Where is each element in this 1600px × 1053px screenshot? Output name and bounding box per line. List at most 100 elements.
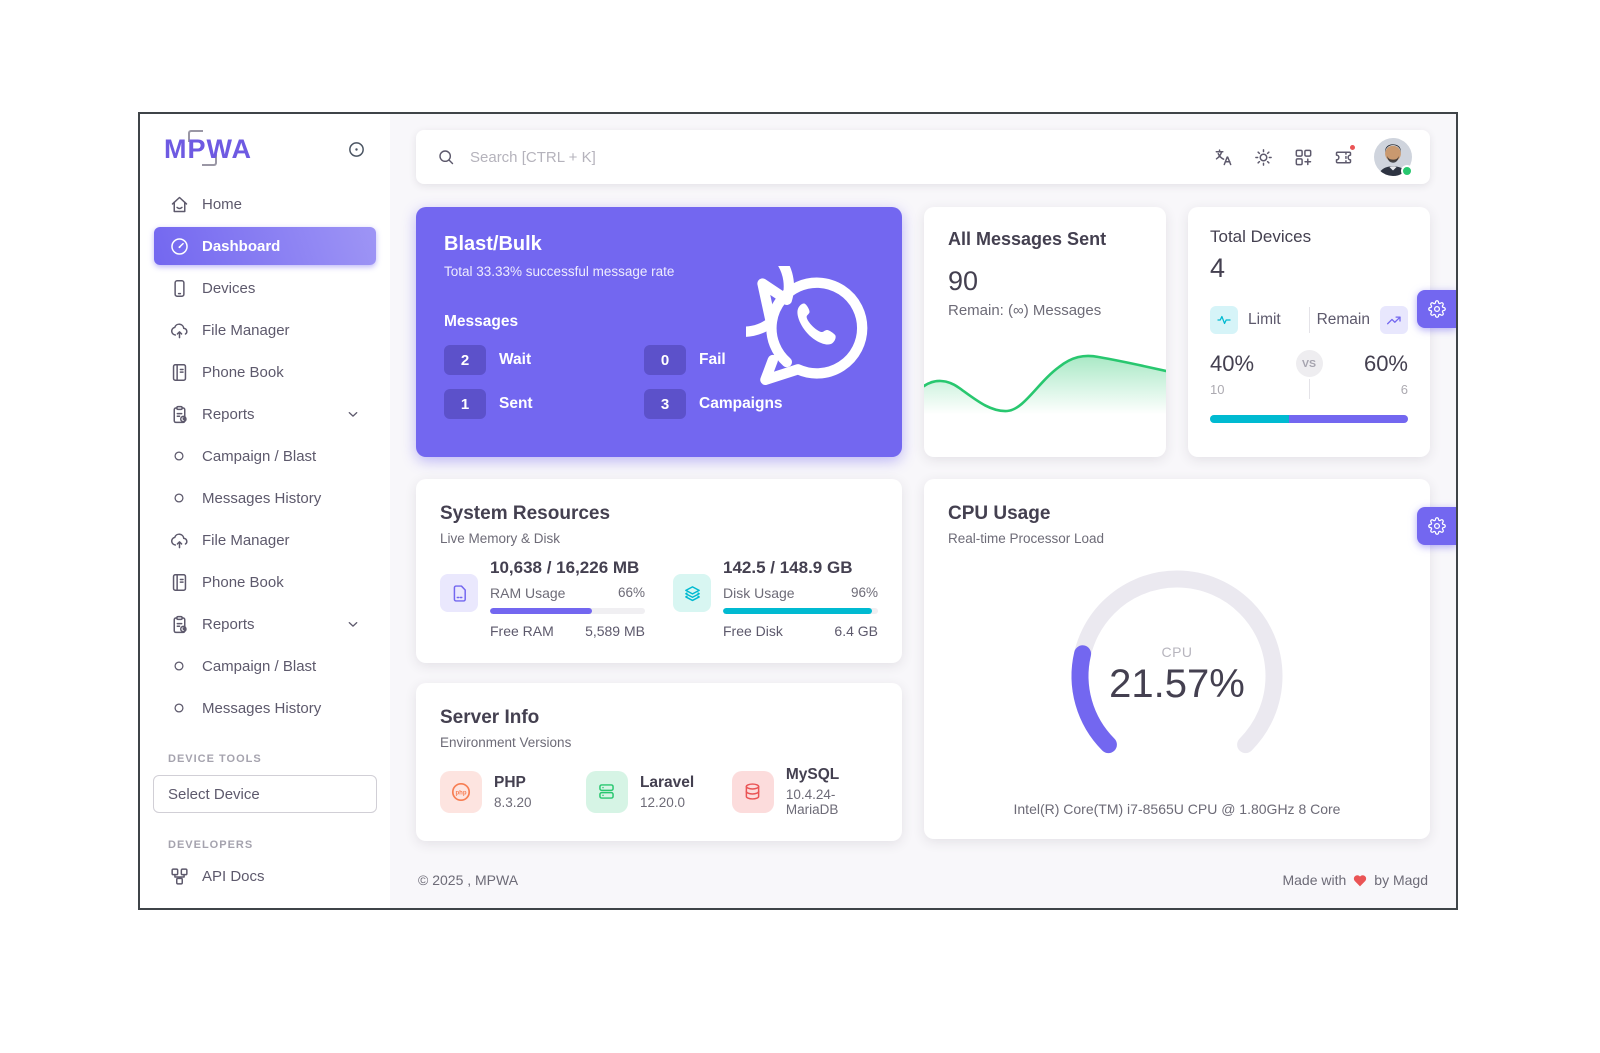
- credits: Made with by Magd: [1282, 872, 1428, 888]
- stat-campaigns-value: 3: [644, 389, 686, 419]
- cloud-upload-icon: [168, 319, 190, 341]
- stat-sent-value: 1: [444, 389, 486, 419]
- gear-icon: [1428, 517, 1446, 535]
- remain-percent: 60%: [1363, 350, 1408, 376]
- sidebar-item-file-manager[interactable]: File Manager: [154, 311, 376, 349]
- divider: [1308, 307, 1310, 333]
- radio-circle-icon: [168, 445, 190, 467]
- sidebar: MPWA Home Dashboard Devices File Manager: [140, 114, 390, 908]
- sidebar-pin-toggle[interactable]: [344, 138, 368, 162]
- blast-bulk-card: Blast/Bulk Total 33.33% successful messa…: [416, 207, 902, 457]
- activity-icon: [1210, 306, 1238, 334]
- shortcuts-grid-icon[interactable]: [1286, 140, 1320, 174]
- search-icon: [436, 147, 456, 167]
- select-device-input[interactable]: Select Device: [153, 775, 377, 813]
- blast-subtitle: Total 33.33% successful message rate: [444, 264, 675, 279]
- sidebar-item-file-manager-2[interactable]: File Manager: [154, 521, 376, 559]
- notification-dot: [1348, 143, 1357, 152]
- sidebar-item-reports-2[interactable]: Reports: [154, 605, 376, 643]
- total-devices-card: Total Devices 4 Limit Remain 40% VS: [1188, 207, 1430, 457]
- sidebar-item-messages-history-2[interactable]: Messages History: [154, 689, 376, 727]
- remain-cell: Remain: [1310, 306, 1408, 334]
- cpu-gauge: CPU 21.57%: [1052, 556, 1302, 796]
- disk-usage-percent: 96%: [850, 585, 878, 600]
- sidebar-item-reports[interactable]: Reports: [154, 395, 376, 433]
- php-icon: [440, 770, 482, 813]
- total-devices-title: Total Devices: [1210, 227, 1312, 246]
- blast-messages-label: Messages: [444, 313, 519, 330]
- notifications-ticket-icon[interactable]: [1326, 140, 1360, 174]
- sidebar-item-campaign-blast-2[interactable]: Campaign / Blast: [154, 647, 376, 685]
- stat-fail: 0 Fail: [644, 345, 864, 375]
- ram-total: 10,638 / 16,226 MB: [490, 558, 640, 577]
- sidebar-item-dashboard[interactable]: Dashboard: [154, 227, 376, 265]
- theme-sun-icon[interactable]: [1246, 140, 1280, 174]
- section-developers: DEVELOPERS: [168, 839, 254, 851]
- logo-text: MPWA: [164, 134, 252, 164]
- remain-count: 6: [1400, 381, 1408, 397]
- card-settings-button-2[interactable]: [1417, 507, 1456, 545]
- sidebar-item-phone-book[interactable]: Phone Book: [154, 353, 376, 391]
- server-info-title: Server Info: [440, 707, 540, 728]
- total-devices-value: 4: [1210, 253, 1226, 283]
- sidebar-item-api-docs[interactable]: API Docs: [154, 857, 376, 895]
- sidebar-item-devices[interactable]: Devices: [154, 269, 376, 307]
- limit-bar-segment: [1210, 415, 1290, 423]
- system-resources-card: System Resources Live Memory & Disk 10,6…: [416, 479, 902, 663]
- messages-trend-chart: [924, 354, 1166, 429]
- radio-circle-icon: [168, 697, 190, 719]
- server-info-card: Server Info Environment Versions PHP 8.3…: [416, 683, 902, 841]
- sidebar-item-phone-book-2[interactable]: Phone Book: [154, 563, 376, 601]
- gauge-value: 21.57%: [1109, 662, 1245, 706]
- cpu-usage-card: CPU Usage Real-time Processor Load CPU 2…: [924, 479, 1430, 839]
- language-icon[interactable]: [1206, 140, 1240, 174]
- system-resources-title: System Resources: [440, 503, 611, 524]
- avatar[interactable]: [1374, 138, 1413, 177]
- disk-usage-bar: [723, 608, 878, 614]
- cloud-upload-icon: [168, 529, 190, 551]
- processor-info: Intel(R) Core(TM) i7-8565U CPU @ 1.80GHz…: [1013, 801, 1341, 817]
- php-version: PHP 8.3.20: [440, 766, 574, 817]
- phone-book-icon: [168, 571, 190, 593]
- database-icon: [731, 770, 774, 813]
- logo[interactable]: MPWA: [164, 130, 252, 166]
- vs-badge: VS: [1295, 350, 1323, 377]
- sidebar-item-home[interactable]: Home: [154, 185, 376, 223]
- sidebar-menu: Home Dashboard Devices File Manager Phon…: [140, 171, 390, 895]
- sidebar-item-campaign-blast[interactable]: Campaign / Blast: [154, 437, 376, 475]
- dashboard-icon: [168, 235, 190, 257]
- free-ram-value: 5,589 MB: [585, 623, 645, 639]
- all-messages-card: All Messages Sent 90 Remain: (∞) Message…: [924, 207, 1166, 457]
- free-disk-value: 6.4 GB: [834, 623, 878, 639]
- radio-circle-icon: [168, 487, 190, 509]
- disk-layers-icon: [673, 574, 711, 612]
- stat-campaigns: 3 Campaigns: [644, 389, 864, 419]
- search-input[interactable]: [470, 148, 1206, 166]
- mysql-version: MySQL 10.4.24-MariaDB: [731, 766, 878, 817]
- limit-count: 10: [1210, 381, 1225, 397]
- app-window: MPWA Home Dashboard Devices File Manager: [138, 112, 1458, 910]
- server-info-subtitle: Environment Versions: [440, 735, 572, 750]
- all-messages-value: 90: [948, 266, 979, 296]
- remain-bar-segment: [1289, 415, 1408, 423]
- header-actions: [1206, 138, 1413, 177]
- ram-resource: 10,638 / 16,226 MB RAM Usage 66% Free RA…: [440, 558, 645, 639]
- trending-up-icon: [1380, 306, 1408, 334]
- heart-icon: [1354, 874, 1367, 886]
- logo-bracket: [202, 154, 217, 166]
- whatsapp-icon: [746, 266, 868, 386]
- limit-percent: 40%: [1210, 350, 1255, 376]
- section-device-tools: DEVICE TOOLS: [168, 753, 262, 765]
- devices-split-bar: [1210, 415, 1408, 423]
- divider: [1308, 379, 1310, 399]
- ram-usage-percent: 66%: [617, 585, 645, 600]
- all-messages-title: All Messages Sent: [948, 229, 1107, 249]
- clipboard-clock-icon: [168, 403, 190, 425]
- home-icon: [168, 193, 190, 215]
- chevron-down-icon: [344, 405, 362, 423]
- main-content: Blast/Bulk Total 33.33% successful messa…: [390, 114, 1456, 908]
- sidebar-item-messages-history[interactable]: Messages History: [154, 479, 376, 517]
- stat-sent: 1 Sent: [444, 389, 644, 419]
- all-messages-remain: Remain: (∞) Messages: [948, 302, 1102, 319]
- card-settings-button[interactable]: [1417, 290, 1456, 328]
